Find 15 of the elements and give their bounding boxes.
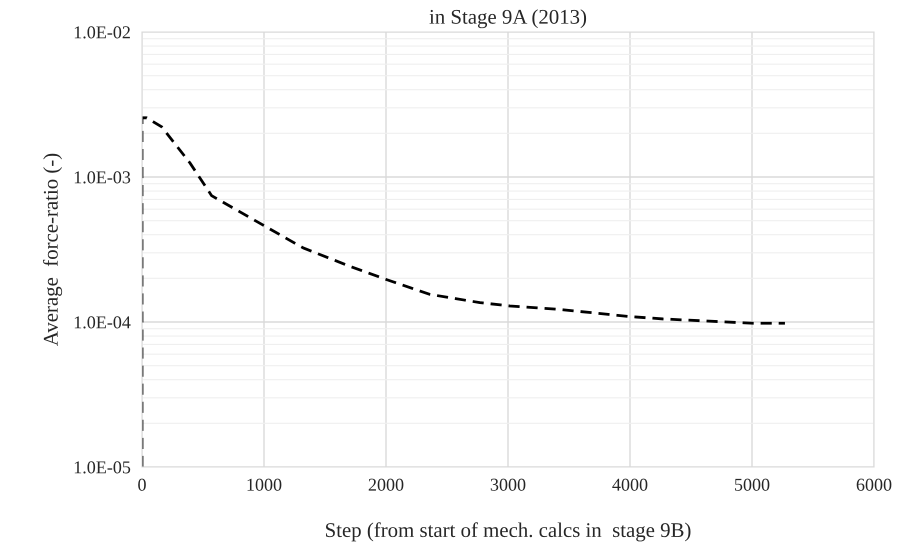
chart-title: in Stage 9A (2013) (429, 9, 586, 28)
x-tick-label: 2000 (368, 478, 404, 491)
y-tick-label: 1.0E-04 (74, 316, 131, 329)
x-tick-label: 1000 (248, 478, 282, 491)
y-tick-label: 1.0E-03 (74, 171, 130, 184)
x-tick-label: 5000 (734, 478, 770, 491)
x-tick-label: 6000 (856, 478, 892, 491)
x-tick-label: 0 (138, 478, 146, 491)
x-tick-label: 3000 (490, 478, 526, 491)
x-tick-label: 4000 (612, 478, 648, 491)
line-series (142, 116, 786, 467)
y-tick-label: 1.0E-05 (74, 461, 130, 474)
x-axis-title: Step (from start of mech. calcs in stage 9B) (326, 522, 690, 542)
y-tick-label: 1.0E-02 (74, 26, 130, 39)
y-axis-title: Average force-ratio (-) (42, 154, 62, 346)
